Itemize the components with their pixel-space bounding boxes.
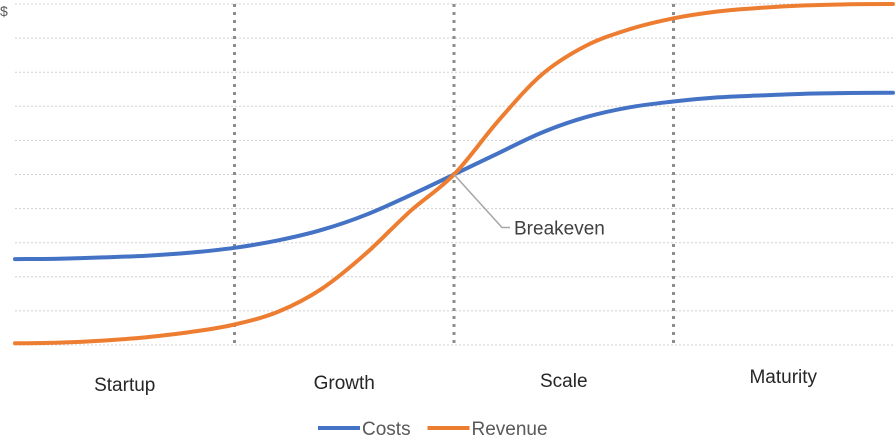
stage-labels: Startup Growth Scale Maturity bbox=[94, 367, 817, 396]
breakeven-annotation: Breakeven bbox=[453, 173, 605, 240]
legend-label-costs: Costs bbox=[362, 419, 411, 440]
stage-label-growth: Growth bbox=[314, 373, 375, 394]
y-axis-unit: $ bbox=[0, 3, 8, 19]
series-line-revenue bbox=[13, 2, 895, 346]
stage-label-scale: Scale bbox=[540, 371, 588, 392]
stage-label-startup: Startup bbox=[94, 375, 155, 396]
breakeven-leader-line bbox=[453, 173, 510, 229]
legend-label-revenue: Revenue bbox=[472, 419, 548, 440]
breakeven-label: Breakeven bbox=[514, 219, 605, 240]
legend: Costs Revenue bbox=[318, 419, 548, 440]
stage-label-maturity: Maturity bbox=[749, 367, 817, 388]
